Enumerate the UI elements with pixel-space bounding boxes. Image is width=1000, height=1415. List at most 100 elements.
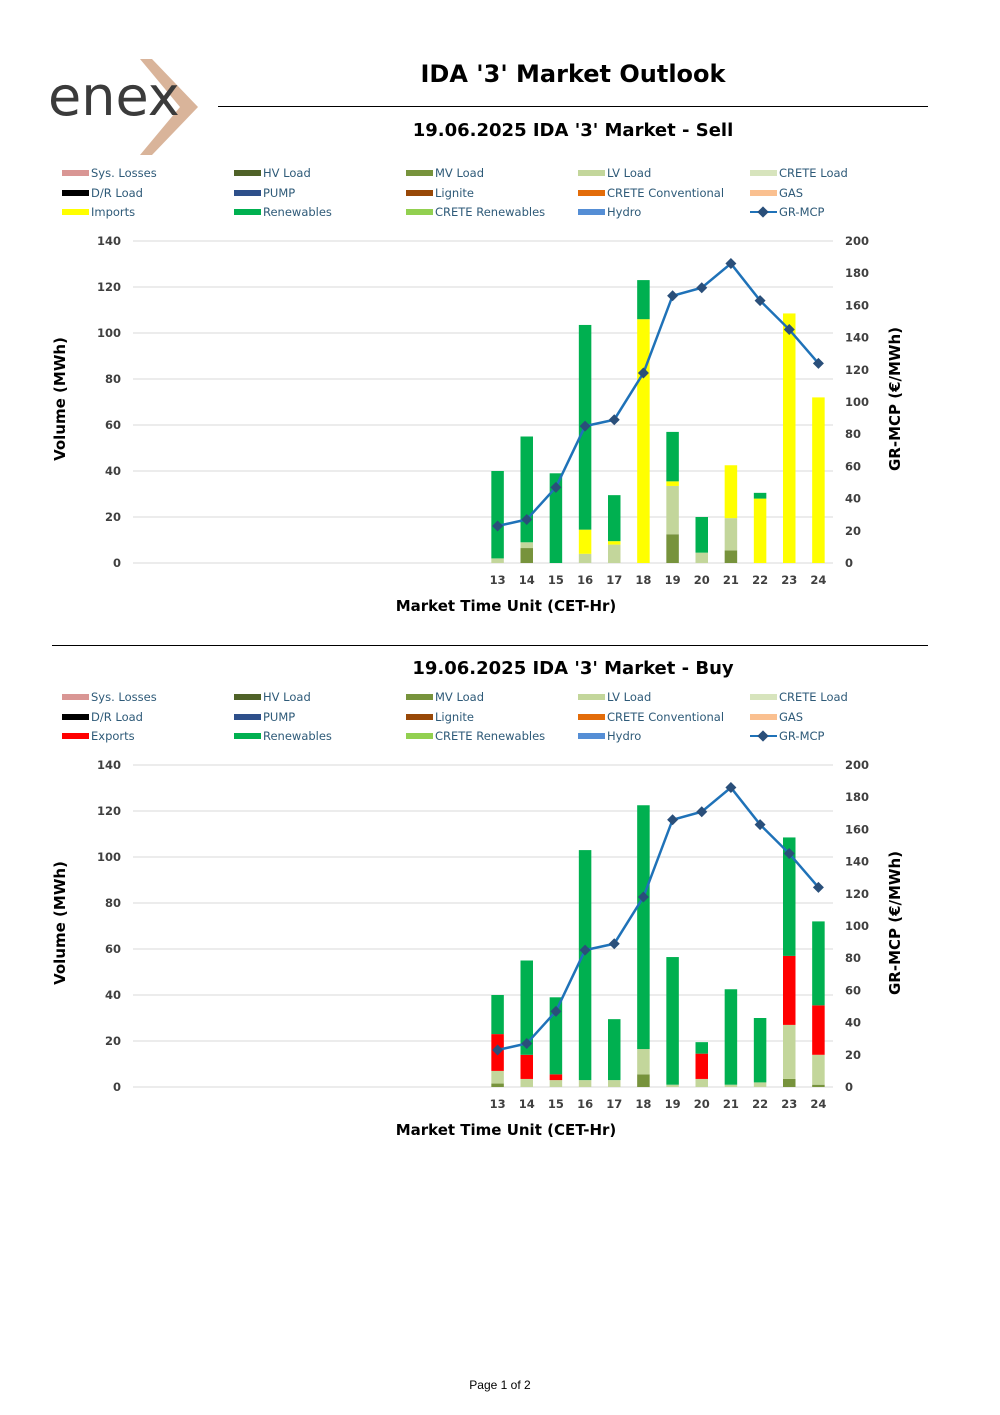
buy-y2-tick-label: 140 <box>845 855 869 869</box>
legend-label: Renewables <box>263 205 332 219</box>
sell-gr-mcp-point-14 <box>521 514 533 526</box>
sell-x-tick-label: 16 <box>577 573 593 587</box>
legend-label: CRETE Load <box>779 166 848 180</box>
buy-x-tick-label: 24 <box>810 1097 826 1111</box>
buy-y2-tick-label: 200 <box>845 758 869 772</box>
legend-swatch <box>578 209 605 215</box>
sell-x-tick-label: 18 <box>635 573 651 587</box>
buy-x-tick-label: 19 <box>665 1097 681 1111</box>
sell-x-tick-label: 13 <box>490 573 506 587</box>
buy-x-tick-label: 20 <box>694 1097 710 1111</box>
buy-gr-mcp-point-18 <box>637 891 649 903</box>
buy-bar-renewables-16 <box>578 850 592 1081</box>
buy-chart-ylabel: Volume (MWh) <box>51 861 69 985</box>
sell-bar-lv-load-17 <box>608 544 621 563</box>
sell-y2-tick-label: 200 <box>845 234 869 248</box>
sell-bar-lv-load-14 <box>520 542 533 549</box>
sell-bar-lv-load-13 <box>491 558 504 563</box>
buy-bar-mv-load-13 <box>491 1083 504 1087</box>
buy-bar-lv-load-16 <box>578 1080 592 1087</box>
legend-swatch <box>234 170 261 176</box>
legend-swatch <box>750 694 777 700</box>
buy-gr-mcp-point-15 <box>550 1005 562 1017</box>
legend-swatch <box>62 209 89 215</box>
legend-swatch <box>234 713 261 720</box>
buy-bar-renewables-13 <box>491 995 504 1035</box>
buy-x-tick-label: 22 <box>752 1097 768 1111</box>
legend-label: Hydro <box>607 729 642 743</box>
buy-y2-tick-label: 60 <box>845 983 861 997</box>
buy-x-tick-label: 18 <box>635 1097 651 1111</box>
enex-logo: enex <box>40 55 210 160</box>
sell-y2-tick-label: 0 <box>845 556 853 570</box>
sell-chart-plot: 0 20 40 60 80 100 120 140 0 20 40 60 80 100 120 140 160 1… <box>97 234 869 587</box>
sell-y2-tick-label: 140 <box>845 331 869 345</box>
buy-bar-exports-23 <box>783 955 796 1025</box>
buy-y-tick-label: 20 <box>105 1034 121 1048</box>
buy-bar-lv-load-17 <box>608 1080 621 1087</box>
legend-label: GR-MCP <box>779 729 825 743</box>
legend-label: Sys. Losses <box>91 166 157 180</box>
buy-bar-lv-load-13 <box>491 1070 504 1084</box>
legend-swatch <box>406 713 433 720</box>
sell-gr-mcp-point-17 <box>608 414 620 426</box>
buy-bar-exports-15 <box>549 1074 563 1081</box>
sell-bar-imports-19 <box>666 481 679 486</box>
sell-bar-imports-24 <box>812 397 825 563</box>
buy-y2-tick-label: 180 <box>845 790 869 804</box>
sell-bar-imports-16 <box>578 529 592 554</box>
sell-gr-mcp-point-22 <box>754 295 766 307</box>
legend-swatch <box>62 189 89 196</box>
legend-label: CRETE Load <box>779 690 848 704</box>
sell-gr-mcp-point-15 <box>550 481 562 493</box>
legend-swatch <box>62 713 89 720</box>
legend-label: Hydro <box>607 205 642 219</box>
legend-swatch <box>578 694 605 700</box>
buy-y2-tick-label: 20 <box>845 1048 861 1062</box>
sell-gr-mcp-line <box>497 261 820 528</box>
legend-swatch <box>234 733 261 739</box>
sell-y2-tick-label: 60 <box>845 459 861 473</box>
buy-gr-mcp-point-23 <box>783 848 795 860</box>
buy-y-tick-label: 120 <box>97 804 121 818</box>
legend-swatch <box>62 170 89 176</box>
sell-y-tick-label: 40 <box>105 464 121 478</box>
buy-y-tick-label: 100 <box>97 850 121 864</box>
legend-label: HV Load <box>263 690 311 704</box>
legend-swatch <box>578 170 605 176</box>
sell-gr-mcp-point-13 <box>492 520 504 532</box>
sell-y-tick-label: 140 <box>97 234 121 248</box>
legend-swatch <box>578 713 605 720</box>
buy-y-tick-label: 0 <box>113 1080 121 1094</box>
sell-bar-lv-load-19 <box>666 485 679 535</box>
page-title: IDA '3' Market Outlook <box>420 60 726 88</box>
legend-label: MV Load <box>435 166 485 180</box>
buy-gr-mcp-point-20 <box>696 806 708 818</box>
sell-y-tick-label: 0 <box>113 556 121 570</box>
buy-bar-exports-14 <box>520 1054 533 1079</box>
sell-y2-tick-label: 20 <box>845 524 861 538</box>
buy-x-tick-label: 14 <box>519 1097 535 1111</box>
legend-swatch <box>62 733 89 739</box>
buy-bar-renewables-18 <box>637 805 650 1050</box>
sell-bar-mv-load-21 <box>724 550 738 563</box>
buy-bar-exports-20 <box>695 1053 708 1079</box>
buy-bar-mv-load-24 <box>812 1084 825 1087</box>
logo-chevron-icon <box>140 59 198 155</box>
sell-bar-imports-17 <box>608 541 621 545</box>
sell-x-tick-label: 21 <box>723 573 739 587</box>
sell-y2-tick-label: 120 <box>845 363 869 377</box>
buy-gr-mcp-point-19 <box>667 814 679 826</box>
legend-label: GAS <box>779 185 804 200</box>
buy-y2-tick-label: 160 <box>845 822 869 836</box>
buy-x-tick-label: 21 <box>723 1097 739 1111</box>
sell-bar-renewables-20 <box>695 517 708 553</box>
sell-chart-xlabel: Market Time Unit (CET-Hr) <box>395 597 617 615</box>
legend-label: MV Load <box>435 690 485 704</box>
sell-y2-tick-label: 40 <box>845 492 861 506</box>
sell-bar-imports-23 <box>783 313 796 563</box>
buy-bar-lv-load-23 <box>783 1024 796 1079</box>
sell-chart-y2label: GR-MCP (€/MWh) <box>886 326 904 472</box>
legend-label: Exports <box>91 729 135 743</box>
legend-label: Sys. Losses <box>91 690 157 704</box>
